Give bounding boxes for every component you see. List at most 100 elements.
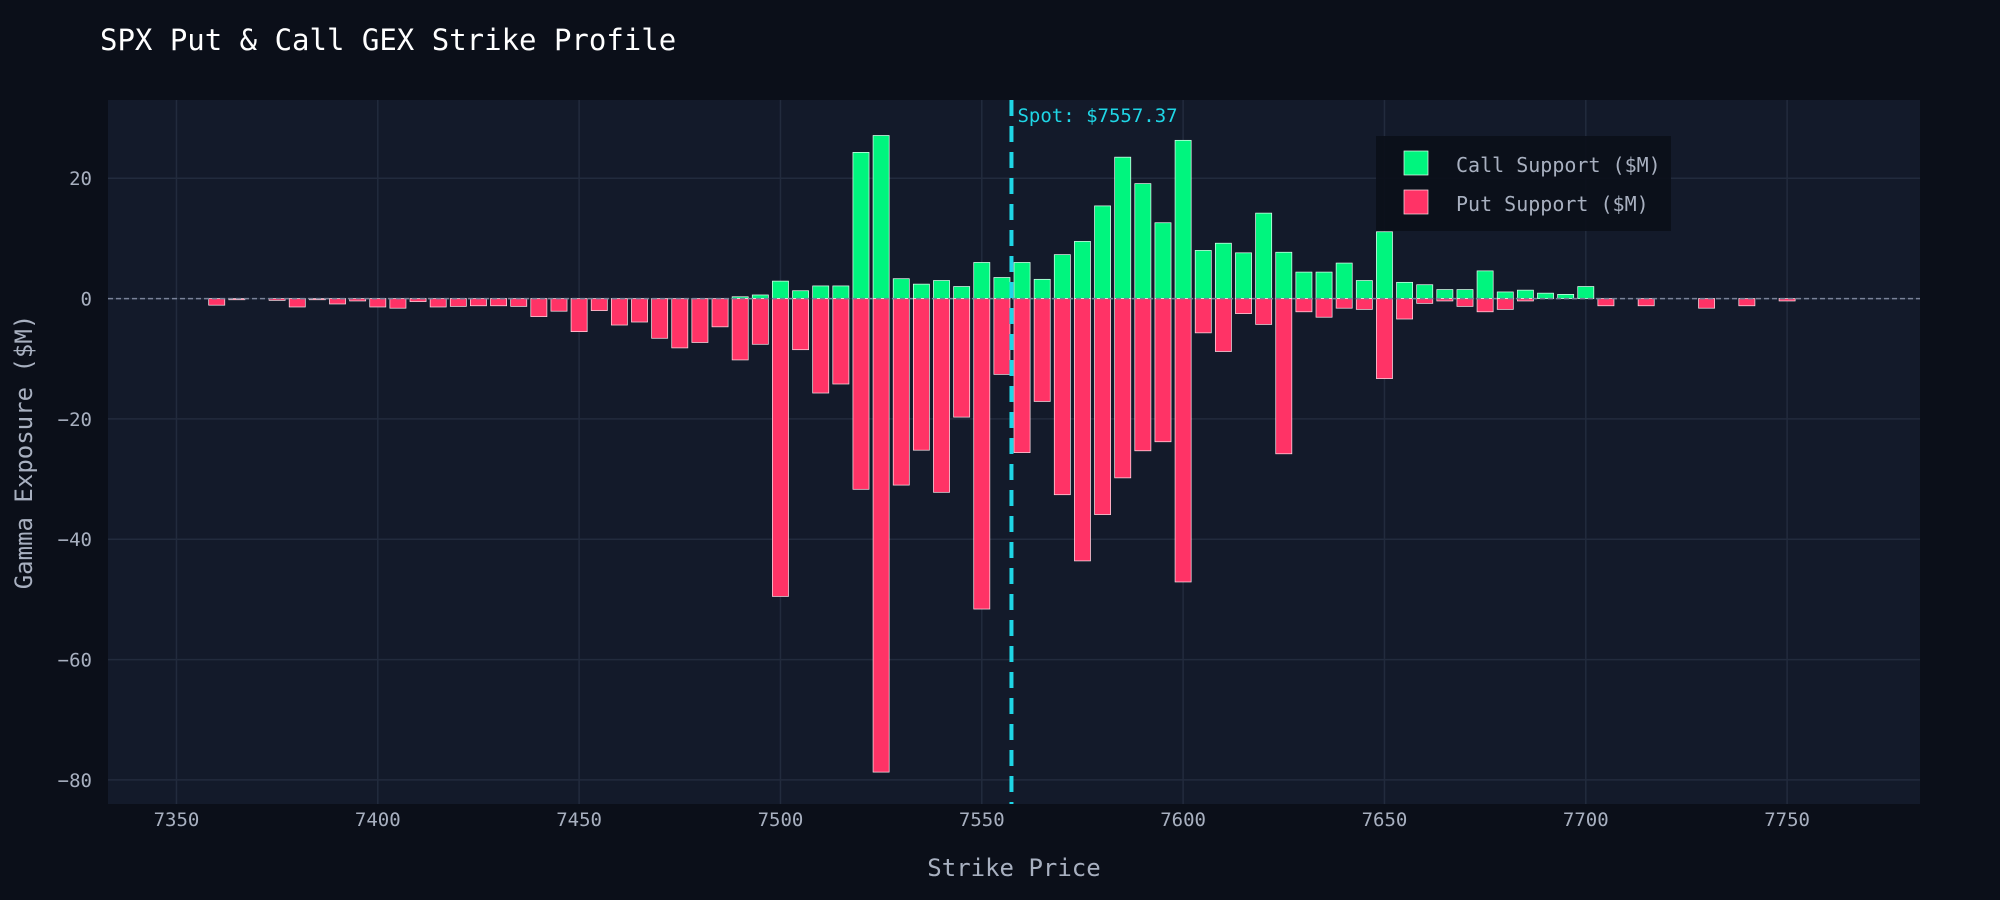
call-bar bbox=[1355, 280, 1373, 299]
put-bar bbox=[1698, 298, 1715, 309]
put-bar bbox=[470, 298, 487, 307]
call-bar bbox=[1537, 292, 1554, 299]
put-bar bbox=[872, 298, 890, 773]
x-tick-labels: 7350 7400 7450 7500 7550 7600 7650 7700 7750 bbox=[154, 809, 1810, 831]
put-bar bbox=[1295, 298, 1313, 313]
call-bar bbox=[953, 286, 971, 299]
call-bar bbox=[812, 285, 830, 299]
call-bar bbox=[892, 278, 910, 299]
call-bar bbox=[1315, 271, 1333, 299]
call-bar bbox=[1094, 205, 1111, 299]
call-bar bbox=[1456, 289, 1474, 299]
put-bar bbox=[1778, 298, 1796, 302]
x-tick-label: 7700 bbox=[1563, 809, 1609, 831]
put-bar bbox=[1275, 298, 1293, 455]
put-bar bbox=[1476, 298, 1494, 313]
legend-put-label: Put Support ($M) bbox=[1456, 192, 1649, 216]
y-tick-label: −40 bbox=[58, 529, 92, 551]
call-bar bbox=[1335, 262, 1353, 299]
y-tick-label: 0 bbox=[81, 289, 92, 311]
call-bar bbox=[772, 280, 789, 299]
put-bar bbox=[1074, 298, 1091, 562]
call-bar bbox=[1154, 222, 1172, 299]
legend-put-swatch bbox=[1403, 189, 1429, 215]
call-bar bbox=[1174, 139, 1192, 299]
call-bar bbox=[1416, 284, 1434, 299]
put-bar bbox=[1174, 298, 1192, 583]
chart-title: SPX Put & Call GEX Strike Profile bbox=[100, 23, 676, 57]
put-bar bbox=[490, 298, 507, 307]
put-bar bbox=[651, 298, 669, 339]
put-bar bbox=[389, 298, 407, 309]
put-bar bbox=[1396, 298, 1413, 320]
put-bar bbox=[711, 298, 729, 328]
call-bar bbox=[1235, 252, 1252, 299]
put-bar bbox=[288, 298, 306, 308]
call-bar bbox=[1516, 289, 1534, 299]
y-tick-labels: 20 0 −20 −40 −60 −80 bbox=[58, 168, 92, 792]
y-tick-label: −20 bbox=[58, 409, 92, 431]
call-bar bbox=[1577, 286, 1595, 299]
x-tick-label: 7500 bbox=[758, 809, 804, 831]
x-tick-label: 7350 bbox=[154, 809, 200, 831]
put-bar bbox=[731, 298, 749, 361]
put-bar bbox=[691, 298, 709, 343]
put-bar bbox=[671, 298, 689, 349]
call-bar bbox=[1033, 278, 1051, 299]
put-bar bbox=[1154, 298, 1172, 443]
call-bar bbox=[792, 290, 809, 299]
call-bar bbox=[1396, 281, 1413, 299]
call-bar bbox=[973, 262, 991, 299]
put-bar bbox=[329, 298, 346, 305]
put-bar bbox=[1738, 298, 1756, 307]
put-bar bbox=[1315, 298, 1333, 318]
put-bar bbox=[933, 298, 950, 493]
put-bar bbox=[449, 298, 467, 307]
legend-call-label: Call Support ($M) bbox=[1456, 153, 1661, 177]
put-bar bbox=[208, 298, 226, 306]
call-bar bbox=[1295, 271, 1313, 299]
put-bar bbox=[1094, 298, 1111, 515]
call-bar bbox=[1194, 250, 1212, 299]
put-bar bbox=[570, 298, 588, 333]
legend-call-swatch bbox=[1403, 150, 1429, 176]
put-bar bbox=[953, 298, 971, 418]
put-bar bbox=[409, 298, 427, 302]
call-bar bbox=[1376, 231, 1393, 299]
put-bar bbox=[1194, 298, 1212, 334]
put-bar bbox=[772, 298, 789, 597]
x-tick-label: 7750 bbox=[1764, 809, 1810, 831]
put-bar bbox=[631, 298, 648, 323]
put-bar bbox=[1214, 298, 1232, 352]
put-bar bbox=[832, 298, 850, 385]
call-bar bbox=[993, 277, 1011, 299]
x-tick-label: 7400 bbox=[355, 809, 401, 831]
put-bar bbox=[912, 298, 930, 451]
y-axis-label: Gamma Exposure ($M) bbox=[10, 315, 38, 590]
call-bar bbox=[872, 135, 890, 299]
call-bar bbox=[1053, 254, 1071, 299]
put-bar bbox=[892, 298, 910, 486]
legend: Call Support ($M) Put Support ($M) bbox=[1376, 136, 1671, 231]
x-tick-label: 7550 bbox=[959, 809, 1005, 831]
put-bar bbox=[369, 298, 387, 308]
y-tick-label: 20 bbox=[69, 168, 92, 190]
call-bar bbox=[852, 151, 870, 299]
put-bar bbox=[1376, 298, 1393, 379]
call-bar bbox=[832, 285, 850, 299]
x-tick-label: 7650 bbox=[1362, 809, 1408, 831]
put-bar bbox=[1597, 298, 1615, 307]
put-bar bbox=[1013, 298, 1031, 453]
put-bar bbox=[751, 298, 769, 345]
put-bar bbox=[429, 298, 447, 308]
put-bar bbox=[1114, 298, 1132, 479]
put-bar bbox=[852, 298, 870, 490]
put-bar bbox=[1134, 298, 1152, 452]
legend-background bbox=[1376, 136, 1671, 231]
spot-label: Spot: $7557.37 bbox=[1017, 105, 1177, 127]
put-bar bbox=[1496, 298, 1514, 310]
call-bar bbox=[1013, 262, 1031, 299]
call-bar bbox=[1255, 212, 1273, 299]
y-tick-label: −80 bbox=[58, 770, 92, 792]
put-bar bbox=[550, 298, 568, 312]
